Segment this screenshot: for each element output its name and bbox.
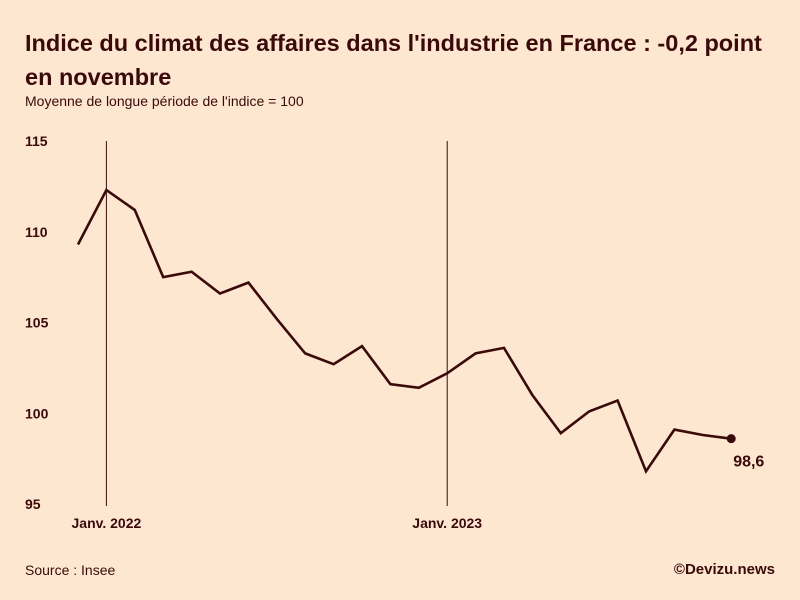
source-note: Source : Insee (25, 562, 116, 578)
chart-title: Indice du climat des affaires dans l'ind… (25, 30, 762, 90)
x-tick-label: Janv. 2022 (72, 515, 142, 531)
y-tick-label: 105 (25, 315, 49, 331)
y-tick-label: 110 (25, 224, 48, 240)
y-tick-label: 95 (25, 496, 41, 512)
y-tick-label: 100 (25, 405, 49, 421)
y-tick-label: 115 (25, 133, 48, 149)
chart-subtitle: Moyenne de longue période de l'indice = … (25, 93, 304, 109)
series-line (76, 188, 732, 475)
data-point (726, 434, 736, 444)
x-tick-label: Janv. 2023 (412, 515, 482, 531)
data-label: 98,6 (733, 454, 764, 471)
credit-label: ©Devizu.news (673, 561, 775, 578)
